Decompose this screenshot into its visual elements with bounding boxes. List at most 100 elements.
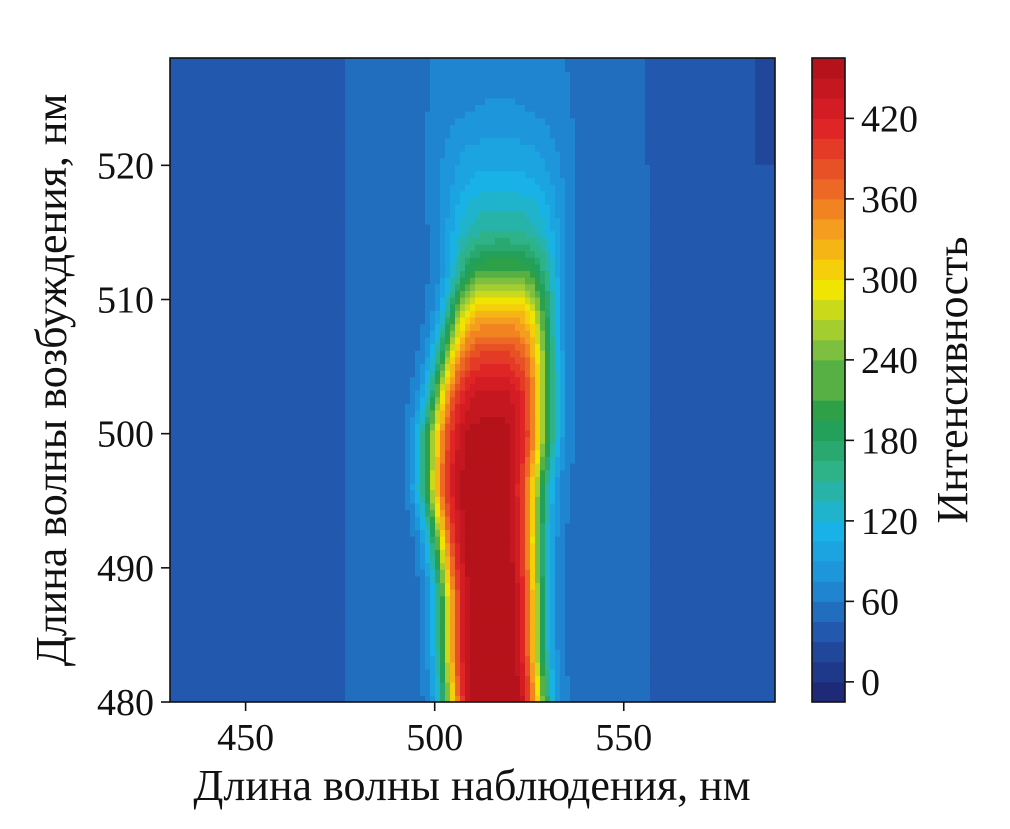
heatmap-cell: [720, 668, 726, 677]
heatmap-cell: [550, 549, 556, 557]
heatmap-cell: [680, 502, 686, 511]
heatmap-cell: [720, 569, 726, 577]
heatmap-cell: [555, 536, 561, 544]
heatmap-cell: [305, 469, 311, 477]
heatmap-cell: [740, 595, 746, 604]
heatmap-cell: [565, 615, 571, 623]
heatmap-cell: [190, 648, 196, 657]
heatmap-cell: [590, 516, 596, 524]
heatmap-cell: [505, 589, 511, 597]
heatmap-cell: [575, 569, 581, 577]
heatmap-cell: [290, 682, 296, 690]
heatmap-cell: [385, 622, 391, 630]
heatmap-cell: [570, 648, 576, 657]
heatmap-cell: [400, 462, 406, 471]
heatmap-cell: [430, 502, 436, 511]
heatmap-cell: [180, 482, 186, 491]
heatmap-cell: [715, 648, 721, 657]
heatmap-cell: [580, 522, 586, 530]
heatmap-cell: [380, 575, 386, 584]
heatmap-cell: [475, 516, 481, 524]
heatmap-cell: [485, 562, 491, 570]
heatmap-cell: [725, 489, 731, 497]
heatmap-cell: [440, 529, 446, 537]
heatmap-cell: [620, 555, 626, 564]
heatmap-cell: [625, 476, 631, 484]
heatmap-cell: [235, 562, 241, 570]
heatmap-cell: [695, 536, 701, 544]
heatmap-cell: [405, 542, 411, 550]
heatmap-cell: [365, 688, 371, 696]
heatmap-cell: [260, 462, 266, 471]
heatmap-cell: [315, 668, 321, 677]
heatmap-cell: [315, 443, 321, 451]
heatmap-cell: [725, 628, 731, 637]
heatmap-cell: [635, 622, 641, 630]
heatmap-cell: [420, 609, 426, 617]
heatmap-cell: [380, 675, 386, 683]
heatmap-cell: [480, 449, 486, 457]
heatmap-cell: [435, 562, 441, 570]
heatmap-cell: [565, 688, 571, 696]
heatmap-cell: [665, 516, 671, 524]
heatmap-cell: [585, 469, 591, 477]
heatmap-cell: [250, 668, 256, 677]
heatmap-cell: [480, 582, 486, 590]
heatmap-cell: [440, 655, 446, 663]
heatmap-cell: [400, 688, 406, 696]
heatmap-cell: [635, 462, 641, 471]
heatmap-cell: [675, 635, 681, 643]
heatmap-cell: [235, 509, 241, 517]
heatmap-cell: [310, 423, 316, 431]
heatmap-cell: [655, 688, 661, 696]
heatmap-cell: [580, 682, 586, 690]
heatmap-cell: [490, 562, 496, 570]
heatmap-cell: [415, 662, 421, 670]
heatmap-cell: [535, 695, 541, 702]
heatmap-cell: [580, 695, 586, 702]
heatmap-cell: [695, 542, 701, 550]
heatmap-cell: [635, 489, 641, 497]
heatmap-cell: [215, 688, 221, 696]
heatmap-cell: [500, 569, 506, 577]
heatmap-cell: [510, 489, 516, 497]
heatmap-cell: [170, 456, 176, 464]
heatmap-cell: [710, 449, 716, 457]
heatmap-cell: [250, 423, 256, 431]
heatmap-cell: [310, 489, 316, 497]
heatmap-cell: [705, 509, 711, 517]
heatmap-cell: [485, 429, 491, 438]
heatmap-cell: [345, 635, 351, 643]
heatmap-cell: [300, 522, 306, 530]
heatmap-cell: [205, 589, 211, 597]
heatmap-cell: [610, 615, 616, 623]
heatmap-cell: [335, 502, 341, 511]
heatmap-cell: [390, 502, 396, 511]
heatmap-cell: [325, 443, 331, 451]
heatmap-cell: [545, 609, 551, 617]
heatmap-cell: [625, 536, 631, 544]
heatmap-cell: [530, 582, 536, 590]
heatmap-cell: [460, 655, 466, 663]
heatmap-cell: [735, 555, 741, 564]
heatmap-cell: [700, 628, 706, 637]
heatmap-cell: [680, 436, 686, 444]
heatmap-cell: [620, 436, 626, 444]
heatmap-cell: [445, 555, 451, 564]
heatmap-cell: [520, 542, 526, 550]
heatmap-cell: [650, 682, 656, 690]
heatmap-cell: [300, 648, 306, 657]
heatmap-cell: [235, 675, 241, 683]
heatmap-cell: [215, 482, 221, 491]
heatmap-cell: [585, 542, 591, 550]
heatmap-cell: [325, 436, 331, 444]
heatmap-cell: [305, 688, 311, 696]
heatmap-cell: [645, 443, 651, 451]
heatmap-cell: [550, 635, 556, 643]
heatmap-cell: [635, 682, 641, 690]
heatmap-cell: [280, 695, 286, 702]
heatmap-cell: [455, 536, 461, 544]
heatmap-cell: [270, 549, 276, 557]
heatmap-cell: [195, 688, 201, 696]
heatmap-cell: [195, 549, 201, 557]
